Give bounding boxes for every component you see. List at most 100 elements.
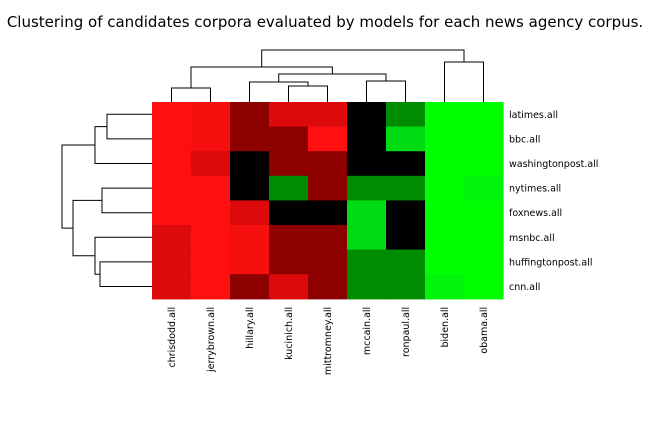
heatmap-cell-washingtonpost.all-ronpaul.all	[386, 151, 426, 177]
heatmap-cell-foxnews.all-jerrybrown.all	[191, 200, 231, 226]
heatmap-cell-msnbc.all-mittromney.all	[308, 225, 348, 251]
heatmap-cell-washingtonpost.all-mccain.all	[347, 151, 387, 177]
heatmap-cell-cnn.all-jerrybrown.all	[191, 274, 231, 300]
column-dendrogram-link	[190, 66, 333, 88]
heatmap-cell-msnbc.all-kucinich.all	[269, 225, 309, 251]
heatmap-cell-cnn.all-ronpaul.all	[386, 274, 426, 300]
column-label-mccain.all: mccain.all	[362, 307, 373, 355]
column-label-hillary.all: hillary.all	[245, 307, 256, 349]
heatmap-cell-washingtonpost.all-chrisdodd.all	[152, 151, 192, 177]
heatmap-cell-washingtonpost.all-jerrybrown.all	[191, 151, 231, 177]
heatmap-cell-cnn.all-mittromney.all	[308, 274, 348, 300]
heatmap-cell-nytimes.all-obama.all	[464, 175, 504, 201]
heatmap-cell-huffingtonpost.all-mittromney.all	[308, 249, 348, 275]
row-dendrogram-link	[99, 261, 152, 287]
heatmap-cell-huffingtonpost.all-jerrybrown.all	[191, 249, 231, 275]
heatmap-cell-msnbc.all-obama.all	[464, 225, 504, 251]
row-dendrogram-link	[101, 187, 152, 214]
heatmap-cell-cnn.all-biden.all	[425, 274, 465, 300]
heatmap-cell-latimes.all-hillary.all	[230, 102, 270, 128]
heatmap-cell-bbc.all-hillary.all	[230, 126, 270, 152]
row-label-latimes.all: latimes.all	[509, 110, 558, 121]
heatmap-cell-latimes.all-obama.all	[464, 102, 504, 128]
heatmap-cell-nytimes.all-mittromney.all	[308, 175, 348, 201]
heatmap-cell-washingtonpost.all-hillary.all	[230, 151, 270, 177]
heatmap-cell-nytimes.all-mccain.all	[347, 175, 387, 201]
column-dendrogram-link	[444, 61, 484, 102]
heatmap-cell-msnbc.all-mccain.all	[347, 225, 387, 251]
row-dendrogram-link	[72, 199, 102, 257]
heatmap-cell-msnbc.all-ronpaul.all	[386, 225, 426, 251]
heatmap-cell-foxnews.all-chrisdodd.all	[152, 200, 192, 226]
heatmap-cell-msnbc.all-jerrybrown.all	[191, 225, 231, 251]
row-dendrogram-link	[94, 126, 152, 164]
column-labels: chrisdodd.all jerrybrown.all hillary.all ku…	[167, 307, 490, 375]
heatmap-cell-huffingtonpost.all-hillary.all	[230, 249, 270, 275]
heatmap-cell-nytimes.all-hillary.all	[230, 175, 270, 201]
column-dendrogram-link	[261, 49, 465, 67]
heatmap-cell-foxnews.all-kucinich.all	[269, 200, 309, 226]
heatmap-cell-latimes.all-mccain.all	[347, 102, 387, 128]
column-dendrogram-link	[171, 87, 211, 102]
chart-title: Clustering of candidates corpora evaluat…	[7, 13, 643, 31]
heatmap-cell-foxnews.all-obama.all	[464, 200, 504, 226]
heatmap-cell-huffingtonpost.all-biden.all	[425, 249, 465, 275]
heatmap-cell-cnn.all-hillary.all	[230, 274, 270, 300]
heatmap-cells	[152, 102, 504, 300]
row-dendrogram-link	[106, 113, 152, 140]
heatmap-cell-huffingtonpost.all-obama.all	[464, 249, 504, 275]
heatmap-cell-latimes.all-kucinich.all	[269, 102, 309, 128]
column-label-mittromney.all: mittromney.all	[323, 307, 334, 375]
row-label-msnbc.all: msnbc.all	[509, 233, 555, 244]
heatmap-cell-huffingtonpost.all-chrisdodd.all	[152, 249, 192, 275]
heatmap-cell-bbc.all-ronpaul.all	[386, 126, 426, 152]
heatmap-cell-cnn.all-obama.all	[464, 274, 504, 300]
heatmap-cell-nytimes.all-jerrybrown.all	[191, 175, 231, 201]
column-dendrogram-link	[288, 85, 328, 102]
row-label-foxnews.all: foxnews.all	[509, 208, 562, 219]
row-label-cnn.all: cnn.all	[509, 282, 540, 293]
heatmap-cell-bbc.all-kucinich.all	[269, 126, 309, 152]
heatmap-cell-nytimes.all-chrisdodd.all	[152, 175, 192, 201]
heatmap-cell-washingtonpost.all-kucinich.all	[269, 151, 309, 177]
heatmap-cell-latimes.all-biden.all	[425, 102, 465, 128]
column-dendrogram-link	[366, 80, 406, 102]
heatmap-cell-washingtonpost.all-biden.all	[425, 151, 465, 177]
heatmap-cell-bbc.all-mccain.all	[347, 126, 387, 152]
heatmap-cell-cnn.all-kucinich.all	[269, 274, 309, 300]
heatmap-cell-nytimes.all-kucinich.all	[269, 175, 309, 201]
column-label-kucinich.all: kucinich.all	[284, 307, 295, 360]
heatmap-cell-huffingtonpost.all-mccain.all	[347, 249, 387, 275]
heatmap-cell-latimes.all-chrisdodd.all	[152, 102, 192, 128]
heatmap-cell-bbc.all-biden.all	[425, 126, 465, 152]
row-label-bbc.all: bbc.all	[509, 134, 540, 145]
heatmap-cell-foxnews.all-biden.all	[425, 200, 465, 226]
heatmap-cell-msnbc.all-hillary.all	[230, 225, 270, 251]
row-label-washingtonpost.all: washingtonpost.all	[509, 159, 598, 170]
column-label-biden.all: biden.all	[440, 307, 451, 348]
heatmap-cell-latimes.all-jerrybrown.all	[191, 102, 231, 128]
heatmap-cell-nytimes.all-ronpaul.all	[386, 175, 426, 201]
heatmap-cell-msnbc.all-chrisdodd.all	[152, 225, 192, 251]
heatmap-cell-cnn.all-chrisdodd.all	[152, 274, 192, 300]
heatmap-cell-bbc.all-obama.all	[464, 126, 504, 152]
column-dendrogram	[171, 49, 484, 102]
heatmap-cell-nytimes.all-biden.all	[425, 175, 465, 201]
heatmap-cell-latimes.all-mittromney.all	[308, 102, 348, 128]
heatmap-cell-foxnews.all-mittromney.all	[308, 200, 348, 226]
column-label-ronpaul.all: ronpaul.all	[401, 307, 412, 357]
heatmap-cell-washingtonpost.all-obama.all	[464, 151, 504, 177]
heatmap-cell-bbc.all-jerrybrown.all	[191, 126, 231, 152]
column-label-chrisdodd.all: chrisdodd.all	[167, 307, 178, 368]
heatmap-cell-huffingtonpost.all-kucinich.all	[269, 249, 309, 275]
column-label-jerrybrown.all: jerrybrown.all	[206, 307, 217, 373]
heatmap-cell-huffingtonpost.all-ronpaul.all	[386, 249, 426, 275]
row-labels: latimes.all bbc.all washingtonpost.all nyti…	[509, 110, 598, 293]
heatmap-cell-bbc.all-mittromney.all	[308, 126, 348, 152]
row-dendrogram-link	[94, 236, 152, 275]
row-label-huffingtonpost.all: huffingtonpost.all	[509, 257, 592, 268]
heatmap-cell-foxnews.all-ronpaul.all	[386, 200, 426, 226]
column-dendrogram-link	[249, 81, 309, 102]
heatmap-cell-foxnews.all-hillary.all	[230, 200, 270, 226]
